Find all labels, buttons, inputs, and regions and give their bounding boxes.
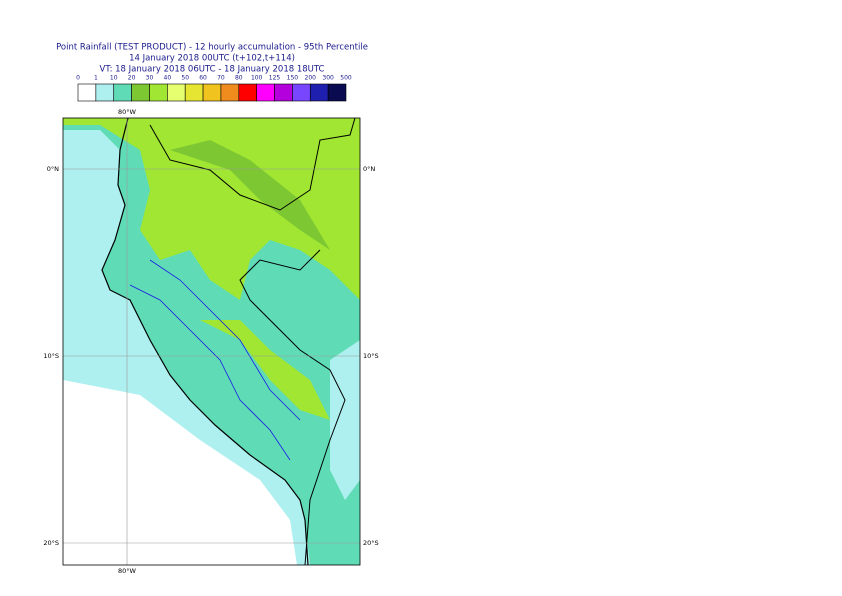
border <box>239 249 346 565</box>
lat-label: 20°S <box>363 539 379 547</box>
heavier-rain <box>63 118 360 300</box>
legend-swatch <box>95 83 115 102</box>
legend-swatch <box>256 83 275 102</box>
legend-swatch <box>238 83 257 102</box>
lat-label: 0°N <box>363 165 375 173</box>
legend-swatch <box>202 83 222 102</box>
legend-swatch <box>220 83 240 102</box>
legend-label: 40 <box>164 75 172 82</box>
light-rain <box>330 340 360 500</box>
legend: 0 1 10 20 30 40 50 60 70 80 100 125 150 200 300 500 <box>76 75 352 102</box>
heavier-rain <box>200 320 330 420</box>
map <box>63 118 360 565</box>
legend-swatch <box>292 83 311 102</box>
lat-label: 20°S <box>43 539 59 547</box>
legend-swatch <box>113 83 132 102</box>
border <box>149 118 356 211</box>
lon-label: 80°W <box>118 108 137 116</box>
legend-label: 300 <box>322 75 334 82</box>
legend-swatch <box>309 83 329 102</box>
legend-label: 30 <box>146 75 154 82</box>
legend-label: 80 <box>235 75 243 82</box>
legend-label: 50 <box>181 75 189 82</box>
legend-label: 100 <box>251 75 263 82</box>
legend-swatch <box>167 83 186 102</box>
legend-swatch <box>184 83 204 102</box>
coastline <box>101 118 309 565</box>
legend-swatch <box>274 83 293 102</box>
legend-label: 20 <box>128 75 136 82</box>
lat-label: 10°S <box>363 352 379 360</box>
legend-swatch <box>131 83 150 102</box>
lon-label: 80°W <box>118 567 137 575</box>
heavier-rain <box>170 140 330 250</box>
legend-label: 1 <box>94 75 98 82</box>
legend-label: 70 <box>217 75 225 82</box>
map-frame <box>62 117 361 566</box>
dry-area <box>63 380 297 565</box>
legend-label: 60 <box>199 75 207 82</box>
legend-swatch <box>149 83 168 102</box>
legend-label: 150 <box>287 75 299 82</box>
legend-swatch <box>327 83 347 102</box>
legend-label: 125 <box>269 75 281 82</box>
title-line: 14 January 2018 00UTC (t+102,t+114) <box>129 54 295 64</box>
legend-label: 500 <box>340 75 352 82</box>
legend-swatch <box>77 83 97 102</box>
legend-label: 200 <box>305 75 317 82</box>
legend-label: 10 <box>110 75 118 82</box>
title-line: VT: 18 January 2018 06UTC - 18 January 2… <box>100 65 325 75</box>
region-border <box>149 259 301 421</box>
lat-label: 10°S <box>43 352 59 360</box>
region-border <box>129 284 291 461</box>
legend-label: 0 <box>76 75 80 82</box>
title-line: Point Rainfall (TEST PRODUCT) - 12 hourl… <box>56 43 368 53</box>
lat-label: 0°N <box>47 165 59 173</box>
